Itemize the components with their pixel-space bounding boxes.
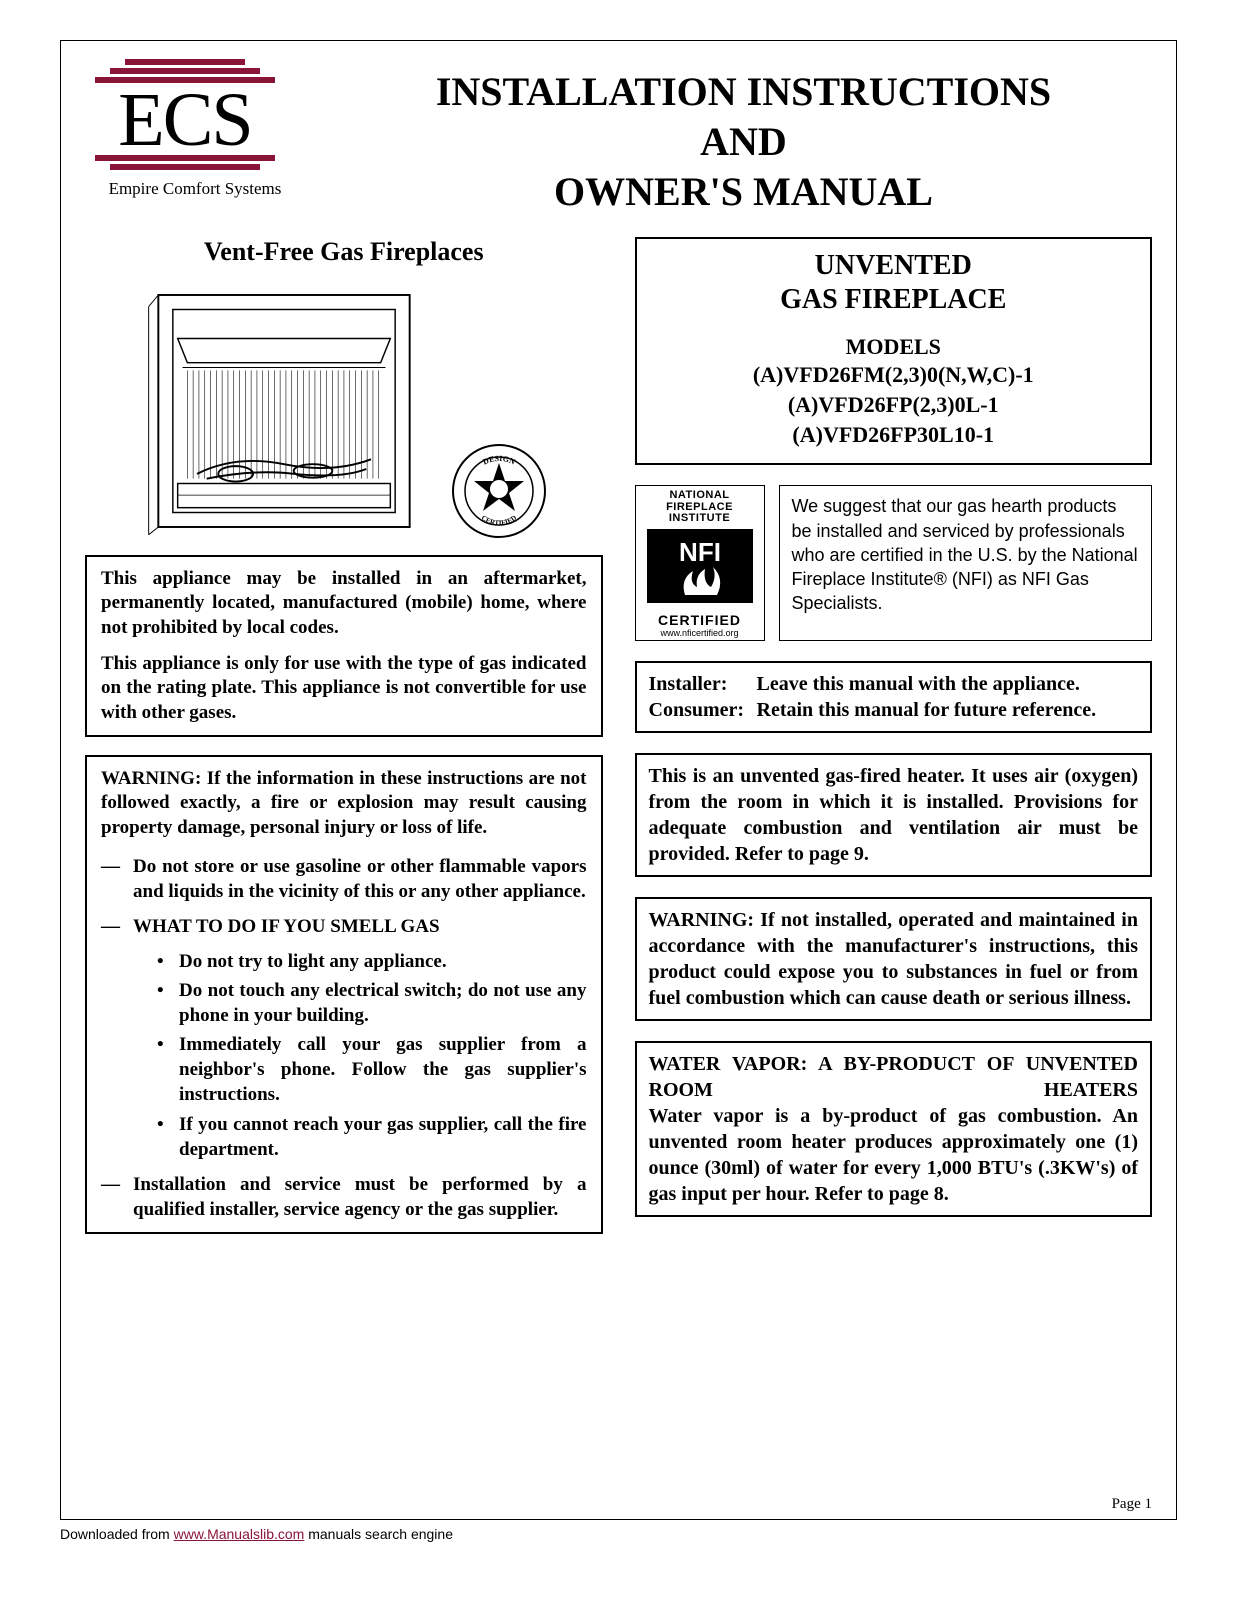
unvented-info-box: This is an unvented gas-fired heater. It… [635, 753, 1153, 877]
logo-letters: ECS [85, 88, 285, 153]
bullet-text: If you cannot reach your gas supplier, c… [179, 1112, 587, 1162]
svg-text:NFI: NFI [679, 537, 721, 567]
model-line: (A)VFD26FP(2,3)0L-1 [655, 390, 1133, 420]
svg-text:CERTIFIED: CERTIFIED [480, 514, 518, 527]
two-column-body: Vent-Free Gas Fireplaces [85, 237, 1152, 1252]
nfi-certified-label: CERTIFIED [640, 612, 760, 628]
nfi-flame-icon: NFI [645, 527, 755, 605]
warning-maintenance-box: WARNING: If not installed, operated and … [635, 897, 1153, 1021]
consumer-text: Retain this manual for future reference. [757, 697, 1097, 723]
logo-bar [110, 68, 260, 74]
model-title-2: GAS FIREPLACE [655, 283, 1133, 317]
ecs-logo: ECS [85, 59, 285, 173]
warning-item-3-text: Installation and service must be perform… [133, 1172, 587, 1222]
bullet-icon: • [157, 1112, 179, 1162]
nfi-top-3: INSTITUTE [640, 513, 760, 525]
nfi-row: NATIONAL FIREPLACE INSTITUTE NFI CERTIFI… [635, 485, 1153, 641]
bullet-text: Do not try to light any appliance. [179, 949, 447, 974]
warning-item-3: — Installation and service must be perfo… [101, 1172, 587, 1222]
water-vapor-body: Water vapor is a by-product of gas combu… [649, 1103, 1139, 1207]
right-column: UNVENTED GAS FIREPLACE MODELS (A)VFD26FM… [635, 237, 1153, 1252]
installer-text: Leave this manual with the appliance. [757, 671, 1080, 697]
dash-icon: — [101, 854, 133, 904]
model-box: UNVENTED GAS FIREPLACE MODELS (A)VFD26FM… [635, 237, 1153, 465]
bullet-text: Immediately call your gas supplier from … [179, 1032, 587, 1107]
model-line: (A)VFD26FP30L10-1 [655, 420, 1133, 450]
nfi-badge: NATIONAL FIREPLACE INSTITUTE NFI CERTIFI… [635, 485, 765, 641]
logo-subtitle: Empire Comfort Systems [85, 179, 305, 199]
models-label: MODELS [655, 334, 1133, 360]
dash-icon: — [101, 914, 133, 939]
installation-notice-box: This appliance may be installed in an af… [85, 555, 603, 737]
bullet-item: •Do not try to light any appliance. [157, 949, 587, 974]
notice-para-2: This appliance is only for use with the … [101, 652, 587, 725]
notice-para-1: This appliance may be installed in an af… [101, 567, 587, 640]
warning-item-1-text: Do not store or use gasoline or other fl… [133, 854, 587, 904]
page: ECS Empire Comfort Systems INSTALLATION … [60, 40, 1177, 1520]
installer-row: Installer: Leave this manual with the ap… [649, 671, 1139, 697]
footer-post: manuals search engine [304, 1526, 453, 1542]
footer-link[interactable]: www.Manualslib.com [174, 1526, 305, 1542]
consumer-row: Consumer: Retain this manual for future … [649, 697, 1139, 723]
logo-bar [95, 155, 275, 161]
main-title: INSTALLATION INSTRUCTIONS AND OWNER'S MA… [335, 59, 1152, 217]
smell-gas-list: •Do not try to light any appliance. •Do … [101, 949, 587, 1162]
water-vapor-title: WATER VAPOR: A BY-PRODUCT OF UNVENTED RO… [649, 1051, 1139, 1103]
water-vapor-box: WATER VAPOR: A BY-PRODUCT OF UNVENTED RO… [635, 1041, 1153, 1217]
left-column: Vent-Free Gas Fireplaces [85, 237, 603, 1252]
design-certified-badge: DESIGN CERTIFIED [449, 441, 549, 541]
logo-block: ECS Empire Comfort Systems [85, 59, 305, 199]
logo-bar [110, 164, 260, 170]
bullet-item: •Immediately call your gas supplier from… [157, 1032, 587, 1107]
logo-bar [125, 59, 245, 65]
bullet-text: Do not touch any electrical switch; do n… [179, 978, 587, 1028]
consumer-label: Consumer: [649, 697, 757, 723]
dash-icon: — [101, 1172, 133, 1222]
fireplace-illustration [139, 281, 429, 541]
warning-box: WARNING: If the information in these ins… [85, 755, 603, 1234]
warning-item-2: — WHAT TO DO IF YOU SMELL GAS [101, 914, 587, 939]
title-line-2: AND [335, 117, 1152, 167]
nfi-url: www.nficertified.org [640, 628, 760, 638]
bullet-item: •If you cannot reach your gas supplier, … [157, 1112, 587, 1162]
warning-heading: WARNING: If the information in these ins… [101, 767, 587, 840]
bullet-icon: • [157, 978, 179, 1028]
left-section-title: Vent-Free Gas Fireplaces [85, 237, 603, 267]
installer-label: Installer: [649, 671, 757, 697]
bullet-icon: • [157, 949, 179, 974]
warning-item-1: — Do not store or use gasoline or other … [101, 854, 587, 904]
bullet-icon: • [157, 1032, 179, 1107]
header-row: ECS Empire Comfort Systems INSTALLATION … [85, 59, 1152, 217]
warning-item-2-head: WHAT TO DO IF YOU SMELL GAS [133, 914, 440, 939]
model-line: (A)VFD26FM(2,3)0(N,W,C)-1 [655, 360, 1133, 390]
model-title-1: UNVENTED [655, 249, 1133, 283]
title-line-3: OWNER'S MANUAL [335, 167, 1152, 217]
title-line-1: INSTALLATION INSTRUCTIONS [335, 67, 1152, 117]
page-number: Page 1 [1112, 1496, 1152, 1513]
nfi-suggestion-text: We suggest that our gas hearth products … [779, 485, 1153, 641]
footer-line: Downloaded from www.Manualslib.com manua… [60, 1526, 1177, 1542]
footer-pre: Downloaded from [60, 1526, 174, 1542]
product-image-row: DESIGN CERTIFIED [85, 281, 603, 541]
installer-consumer-box: Installer: Leave this manual with the ap… [635, 661, 1153, 733]
bullet-item: •Do not touch any electrical switch; do … [157, 978, 587, 1028]
